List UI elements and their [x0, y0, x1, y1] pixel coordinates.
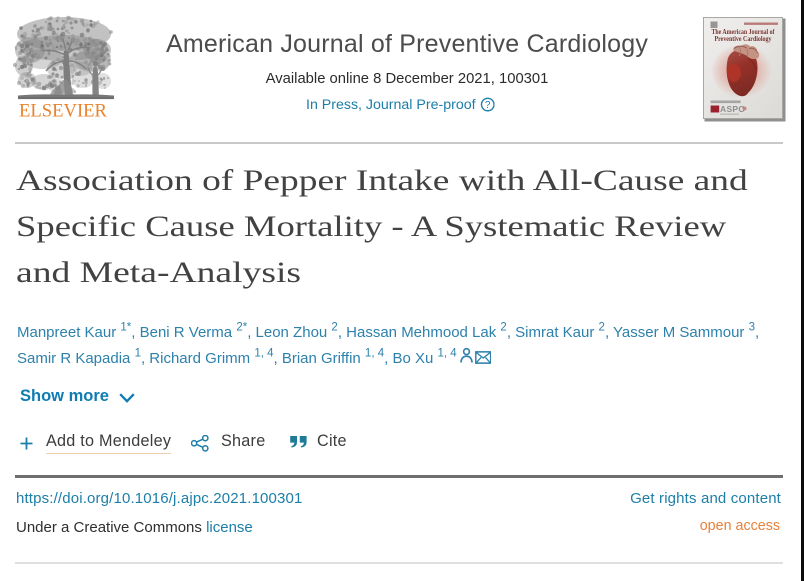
svg-text:ELSEVIER: ELSEVIER	[19, 101, 108, 121]
svg-text:Preventive Cardiology: Preventive Cardiology	[715, 34, 772, 43]
svg-text:The American Journal of: The American Journal of	[712, 27, 775, 36]
svg-text:?: ?	[485, 100, 491, 111]
svg-text:ASPC: ASPC	[720, 104, 745, 114]
